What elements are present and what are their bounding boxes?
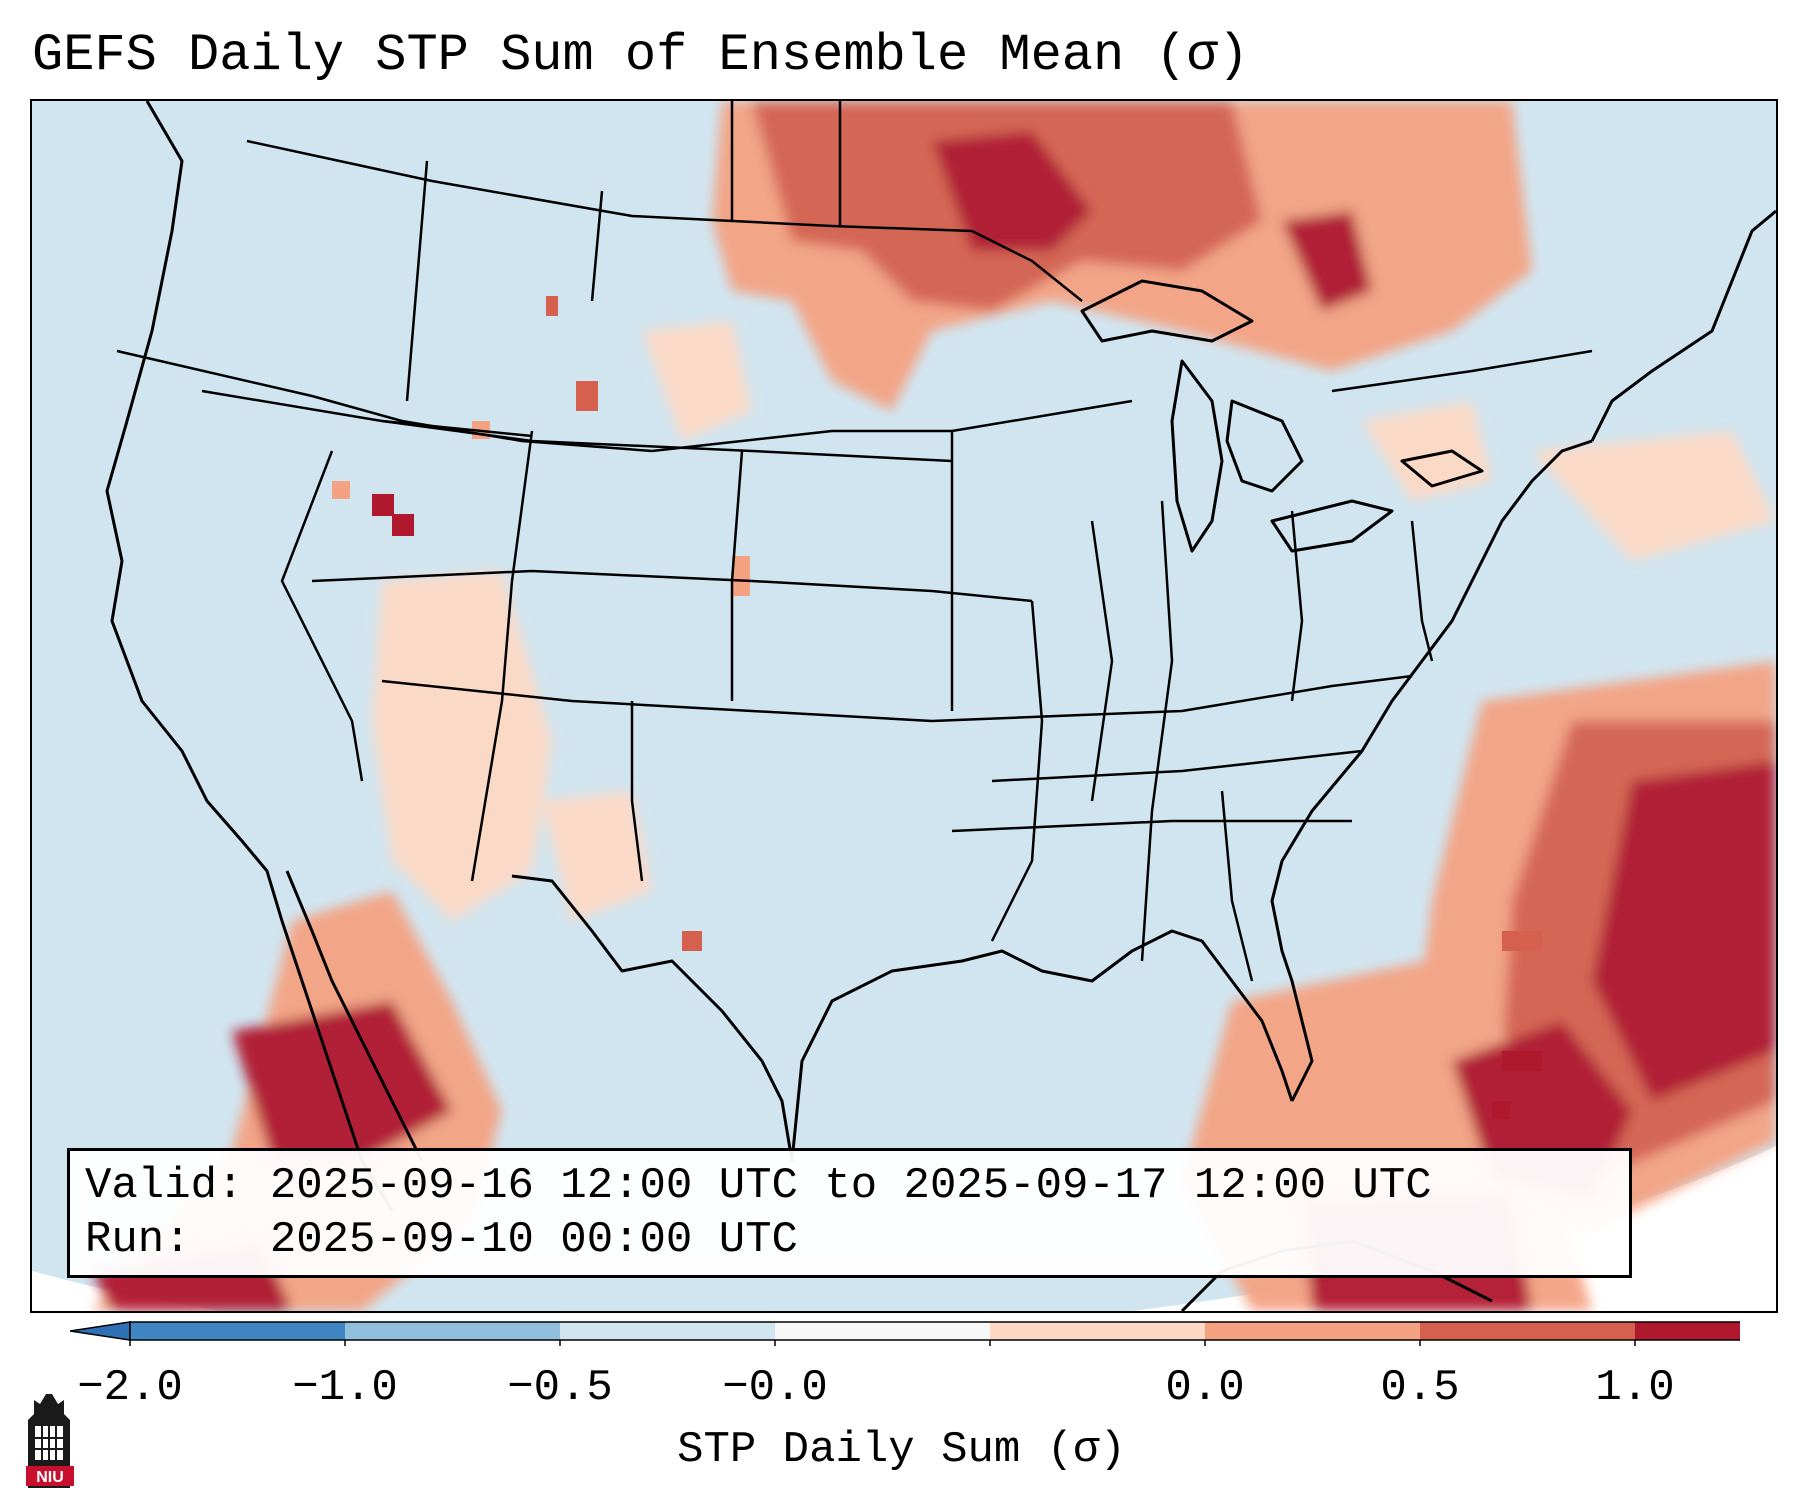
run-label: Run: — [85, 1215, 191, 1265]
run-time: 2025-09-10 00:00 UTC — [269, 1215, 798, 1265]
colorbar-bin — [990, 1322, 1205, 1340]
colorbar-bin — [1205, 1322, 1420, 1340]
colorbar-bin — [130, 1322, 345, 1340]
validity-info-box: Valid: 2025-09-16 12:00 UTC to 2025-09-1… — [67, 1148, 1632, 1278]
colorbar-tick-label: −1.0 — [292, 1363, 398, 1413]
anomaly-pixels — [332, 296, 1542, 1119]
colorbar-tick-label: 0.5 — [1380, 1363, 1460, 1413]
valid-time-range: 2025-09-16 12:00 UTC to 2025-09-17 12:00… — [269, 1161, 1432, 1211]
anomaly-gulf-of-california-core — [232, 1001, 452, 1161]
map-panel — [30, 99, 1778, 1313]
political-borders — [116, 101, 1593, 982]
colorbar-bin — [1635, 1322, 1740, 1340]
colorbar — [70, 1321, 1740, 1346]
niu-logo-icon: NIU — [26, 1394, 74, 1488]
colorbar-bin — [1420, 1322, 1635, 1340]
colorbar-tick-label: −2.0 — [77, 1363, 183, 1413]
anomaly-layer — [92, 101, 1776, 1311]
colorbar-bin — [560, 1322, 775, 1340]
niu-logo-text: NIU — [36, 1469, 64, 1486]
colorbar-tick-label: 1.0 — [1595, 1363, 1675, 1413]
colorbar-label: STP Daily Sum (σ) — [677, 1425, 1126, 1475]
colorbar-extend-low — [70, 1321, 131, 1341]
stp-map — [32, 101, 1776, 1311]
colorbar-tick-label: −0.5 — [507, 1363, 613, 1413]
valid-label: Valid: — [85, 1161, 244, 1211]
colorbar-tick-label: 0.0 — [1165, 1363, 1245, 1413]
anomaly-canada-peaks — [932, 131, 1092, 251]
colorbar-bin — [775, 1322, 990, 1340]
colorbar-tick-label: −0.0 — [722, 1363, 828, 1413]
colorbar-bin — [345, 1322, 560, 1340]
page-title: GEFS Daily STP Sum of Ensemble Mean (σ) — [32, 26, 1249, 85]
anomaly-atlantic-peak — [1592, 761, 1776, 1101]
anomaly-four-corners — [372, 571, 552, 921]
